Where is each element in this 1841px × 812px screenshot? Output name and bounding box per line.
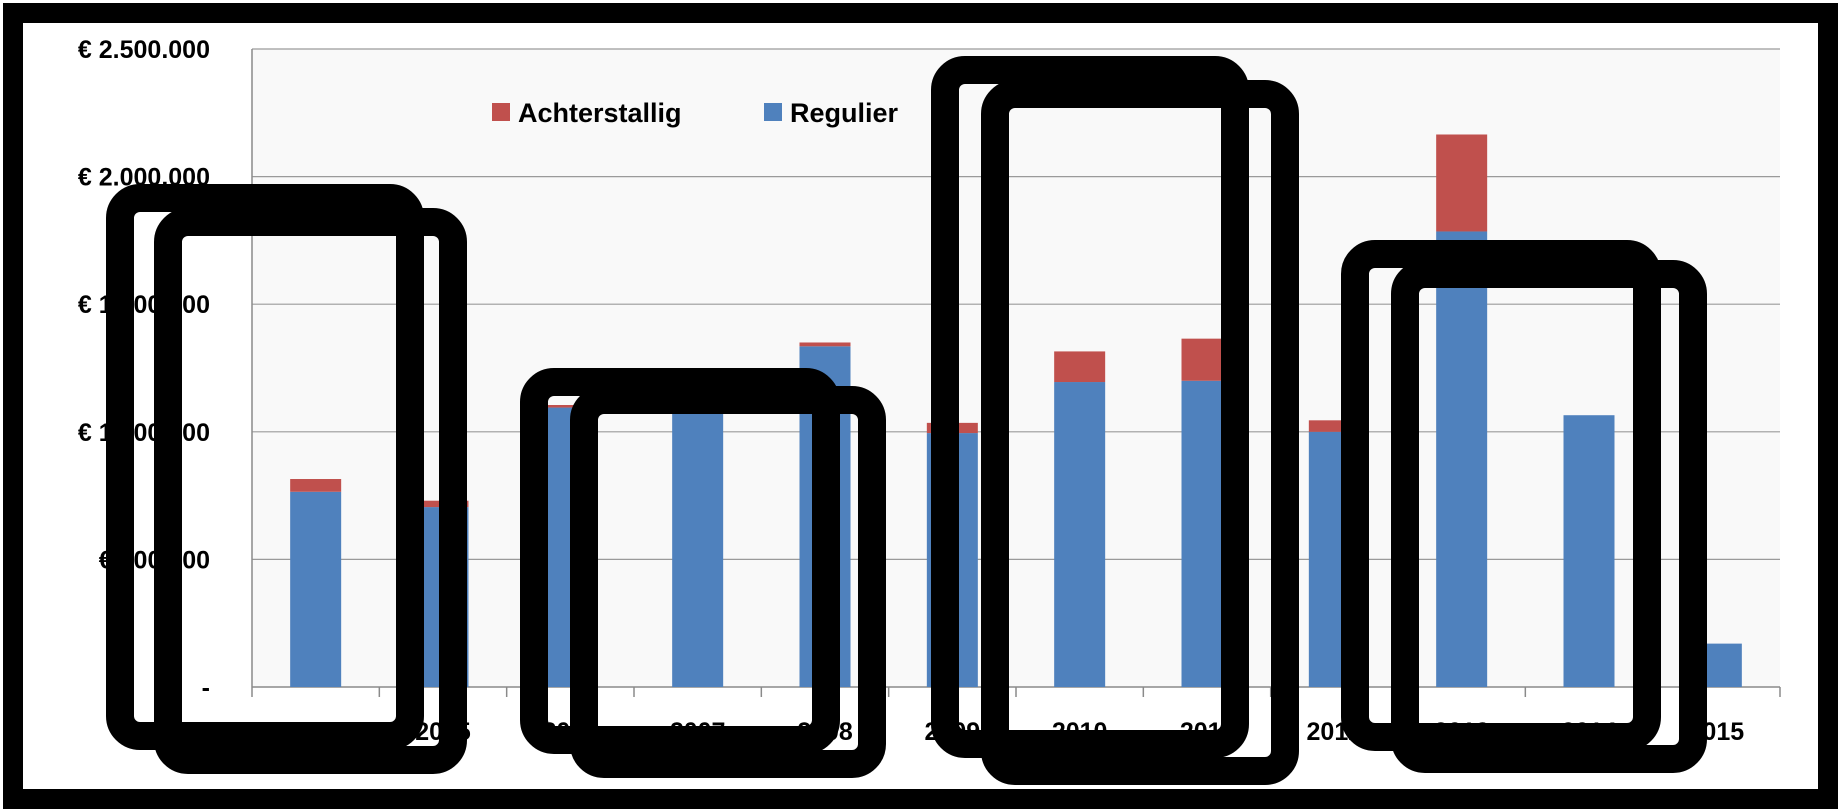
redaction-box [1391,260,1707,773]
legend-label-regulier: Regulier [790,98,899,128]
redaction-box [931,56,1249,758]
bar-achterstallig-2010 [1054,351,1106,383]
redaction-box [570,386,886,778]
redaction-overlays [106,56,1707,785]
plot-area [252,49,1780,687]
redaction-box [154,208,467,774]
y-tick-label: - [202,674,210,702]
legend-swatch-achterstallig [492,103,510,121]
legend-swatch-regulier [764,103,782,121]
y-tick-label: € 1.500.000 [78,291,210,319]
redaction-box [520,368,840,754]
redaction-box [106,184,424,750]
bar-achterstallig-2012 [1308,420,1360,432]
bar-regulier-2014 [1563,415,1615,687]
bar-achterstallig-2008 [799,342,851,347]
legend-label-achterstallig: Achterstallig [518,98,682,128]
bar-regulier-2007 [672,411,724,687]
bar-regulier-2013 [1436,231,1488,687]
bar-achterstallig-2006 [544,405,596,408]
y-tick-label: € 1.000.000 [78,419,210,447]
bar-regulier-2004 [290,491,342,687]
legend: Achterstallig Regulier [492,98,899,128]
bar-regulier-2010 [1054,382,1106,687]
redaction-box [981,80,1299,785]
gridlines [252,48,1780,561]
bar-achterstallig-2004 [290,479,342,492]
redaction-box [1341,240,1661,751]
y-tick-label: € 2.500.000 [78,36,210,64]
bar-achterstallig-2013 [1436,134,1488,232]
